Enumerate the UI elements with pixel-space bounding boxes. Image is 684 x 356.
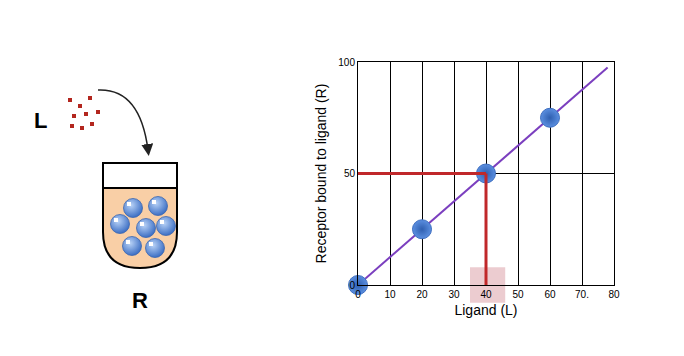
svg-text:Ligand (L): Ligand (L) — [454, 302, 517, 318]
svg-text:20: 20 — [416, 289, 428, 300]
svg-text:80: 80 — [608, 289, 620, 300]
svg-text:50: 50 — [512, 289, 524, 300]
svg-text:100: 100 — [338, 57, 355, 68]
svg-text:L: L — [34, 108, 47, 133]
svg-text:60: 60 — [544, 289, 556, 300]
svg-text:10: 10 — [384, 289, 396, 300]
svg-text:Receptor bound to ligand (R): Receptor bound to ligand (R) — [313, 84, 329, 264]
svg-text:40: 40 — [480, 289, 492, 300]
svg-text:70.: 70. — [575, 289, 589, 300]
svg-text:30: 30 — [448, 289, 460, 300]
svg-text:R: R — [132, 288, 148, 313]
svg-text:0: 0 — [355, 289, 361, 300]
svg-text:0: 0 — [349, 280, 355, 291]
svg-text:50: 50 — [344, 168, 356, 179]
